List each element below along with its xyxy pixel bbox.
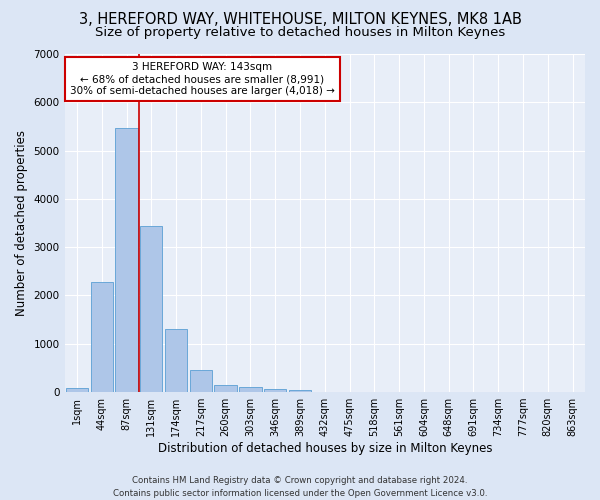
X-axis label: Distribution of detached houses by size in Milton Keynes: Distribution of detached houses by size … [158, 442, 492, 455]
Bar [140, 226, 163, 392]
Bar [115, 128, 137, 392]
Bar [91, 282, 113, 392]
Text: Contains HM Land Registry data © Crown copyright and database right 2024.
Contai: Contains HM Land Registry data © Crown c… [113, 476, 487, 498]
Bar [66, 388, 88, 392]
Bar [289, 390, 311, 392]
Bar [239, 388, 262, 392]
Bar [264, 389, 286, 392]
Bar [165, 329, 187, 392]
Y-axis label: Number of detached properties: Number of detached properties [15, 130, 28, 316]
Text: 3 HEREFORD WAY: 143sqm
← 68% of detached houses are smaller (8,991)
30% of semi-: 3 HEREFORD WAY: 143sqm ← 68% of detached… [70, 62, 335, 96]
Bar [214, 384, 237, 392]
Bar [190, 370, 212, 392]
Text: 3, HEREFORD WAY, WHITEHOUSE, MILTON KEYNES, MK8 1AB: 3, HEREFORD WAY, WHITEHOUSE, MILTON KEYN… [79, 12, 521, 28]
Text: Size of property relative to detached houses in Milton Keynes: Size of property relative to detached ho… [95, 26, 505, 39]
